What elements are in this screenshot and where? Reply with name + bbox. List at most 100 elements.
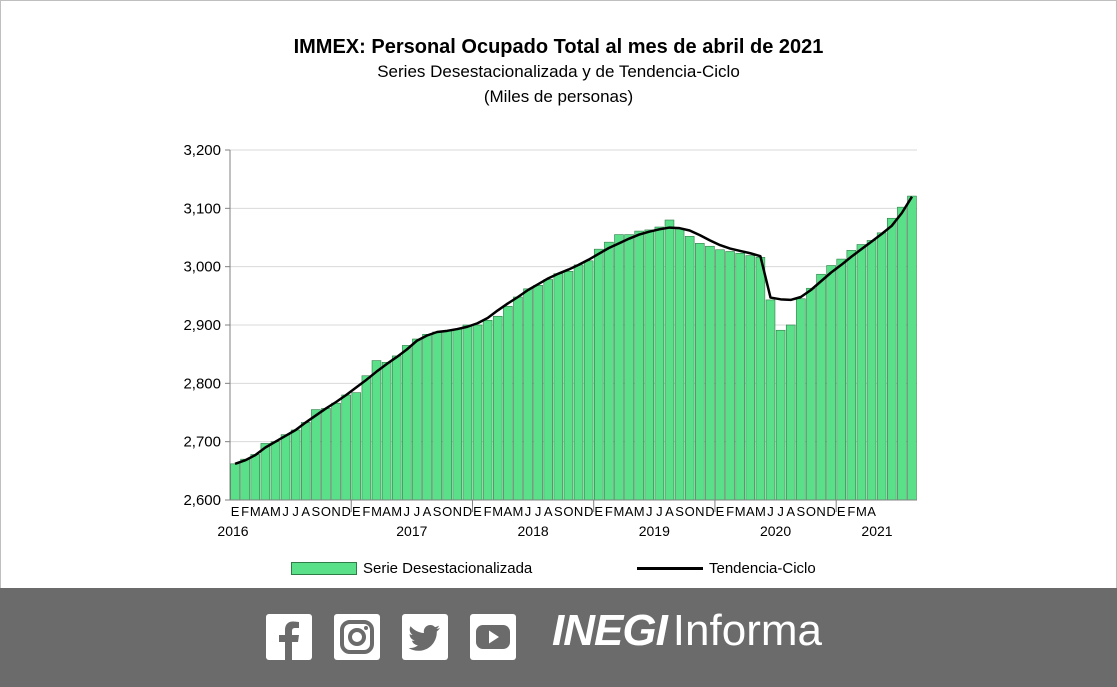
- x-month-label: A: [625, 504, 634, 519]
- x-month-label: O: [685, 504, 695, 519]
- data-bar: [745, 255, 756, 501]
- x-month-label: F: [362, 504, 370, 519]
- x-month-label: S: [312, 504, 321, 519]
- x-month-label: E: [837, 504, 846, 519]
- x-month-label: O: [806, 504, 816, 519]
- x-year-label: 2018: [518, 523, 549, 539]
- data-bar: [705, 245, 715, 501]
- data-bar: [361, 375, 372, 501]
- data-bar: [543, 279, 553, 501]
- data-bar: [876, 232, 887, 501]
- data-bar: [735, 252, 745, 501]
- data-bar: [654, 226, 665, 501]
- data-bar: [503, 306, 513, 501]
- x-month-label: A: [746, 504, 755, 519]
- data-bar: [402, 345, 412, 501]
- data-bar: [674, 228, 685, 501]
- data-bar: [583, 260, 594, 501]
- x-month-label: J: [282, 504, 289, 519]
- brand-inegi: INEGI: [552, 606, 668, 655]
- x-year-label: 2021: [861, 523, 892, 539]
- twitter-icon[interactable]: [402, 614, 448, 660]
- data-bar: [230, 463, 240, 501]
- data-bar: [634, 230, 644, 501]
- data-bar: [806, 287, 816, 501]
- instagram-icon[interactable]: [334, 614, 380, 660]
- youtube-icon[interactable]: [470, 614, 516, 660]
- data-bar: [472, 324, 483, 501]
- y-tick-label: 3,000: [183, 259, 221, 276]
- x-month-label: M: [371, 504, 382, 519]
- facebook-icon[interactable]: [266, 614, 312, 660]
- x-month-label: D: [705, 504, 714, 519]
- data-bar: [816, 273, 826, 501]
- data-bar: [664, 219, 675, 501]
- x-month-label: A: [423, 504, 432, 519]
- trend-line: [234, 196, 914, 466]
- x-month-label: F: [241, 504, 249, 519]
- x-month-label: J: [414, 504, 421, 519]
- data-bar: [260, 443, 271, 501]
- brand-informa: Informa: [672, 606, 822, 655]
- x-month-label: E: [231, 504, 240, 519]
- data-bar: [604, 241, 614, 501]
- data-bar: [371, 360, 382, 501]
- x-year-label: 2016: [217, 523, 248, 539]
- footer-banner: INEGI Informa: [0, 588, 1117, 687]
- x-month-label: D: [584, 504, 593, 519]
- data-bar: [301, 422, 311, 501]
- x-month-label: D: [826, 504, 835, 519]
- data-bar: [240, 458, 250, 501]
- x-month-label: E: [716, 504, 725, 519]
- data-bar: [351, 392, 362, 501]
- data-bar: [381, 362, 392, 501]
- x-month-label: E: [352, 504, 361, 519]
- x-month-label: J: [525, 504, 532, 519]
- data-bar: [391, 355, 402, 501]
- x-month-label: S: [554, 504, 563, 519]
- x-month-label: M: [513, 504, 524, 519]
- data-bar: [695, 243, 705, 501]
- data-bar: [533, 285, 543, 501]
- data-bar: [280, 434, 291, 501]
- data-bar: [684, 236, 695, 501]
- x-month-label: S: [433, 504, 442, 519]
- data-bar: [644, 229, 655, 501]
- x-month-label: A: [503, 504, 512, 519]
- y-tick-label: 3,100: [183, 200, 221, 217]
- data-bar: [270, 441, 281, 501]
- data-bar: [715, 249, 725, 501]
- data-bar: [907, 195, 917, 501]
- x-month-label: J: [535, 504, 542, 519]
- data-bar: [897, 206, 907, 501]
- data-bar: [513, 296, 523, 501]
- x-month-label: J: [656, 504, 663, 519]
- data-bar: [523, 288, 533, 501]
- x-month-label: M: [250, 504, 261, 519]
- legend-bar-swatch: [291, 562, 357, 575]
- data-bar: [462, 324, 473, 501]
- chart-legend: Serie Desestacionalizada Tendencia-Ciclo: [0, 560, 1117, 580]
- data-bar: [836, 258, 846, 501]
- data-bar: [775, 329, 786, 501]
- x-month-label: S: [796, 504, 805, 519]
- chart-title: IMMEX: Personal Ocupado Total al mes de …: [293, 36, 824, 58]
- x-month-label: A: [382, 504, 391, 519]
- chart-units: (Miles de personas): [483, 87, 634, 106]
- data-bar: [826, 265, 836, 501]
- x-month-label: S: [675, 504, 684, 519]
- y-tick-label: 2,600: [183, 492, 221, 509]
- x-month-label: M: [270, 504, 281, 519]
- x-month-label: J: [646, 504, 653, 519]
- x-month-label: A: [786, 504, 795, 519]
- data-bar: [614, 234, 624, 501]
- inegi-informa-logo: INEGI Informa: [552, 606, 822, 666]
- data-bar: [331, 402, 341, 501]
- data-bar: [553, 273, 564, 501]
- x-month-label: A: [261, 504, 270, 519]
- x-month-label: F: [484, 504, 492, 519]
- x-month-label: M: [634, 504, 645, 519]
- x-month-label: E: [473, 504, 482, 519]
- data-bar: [290, 429, 301, 501]
